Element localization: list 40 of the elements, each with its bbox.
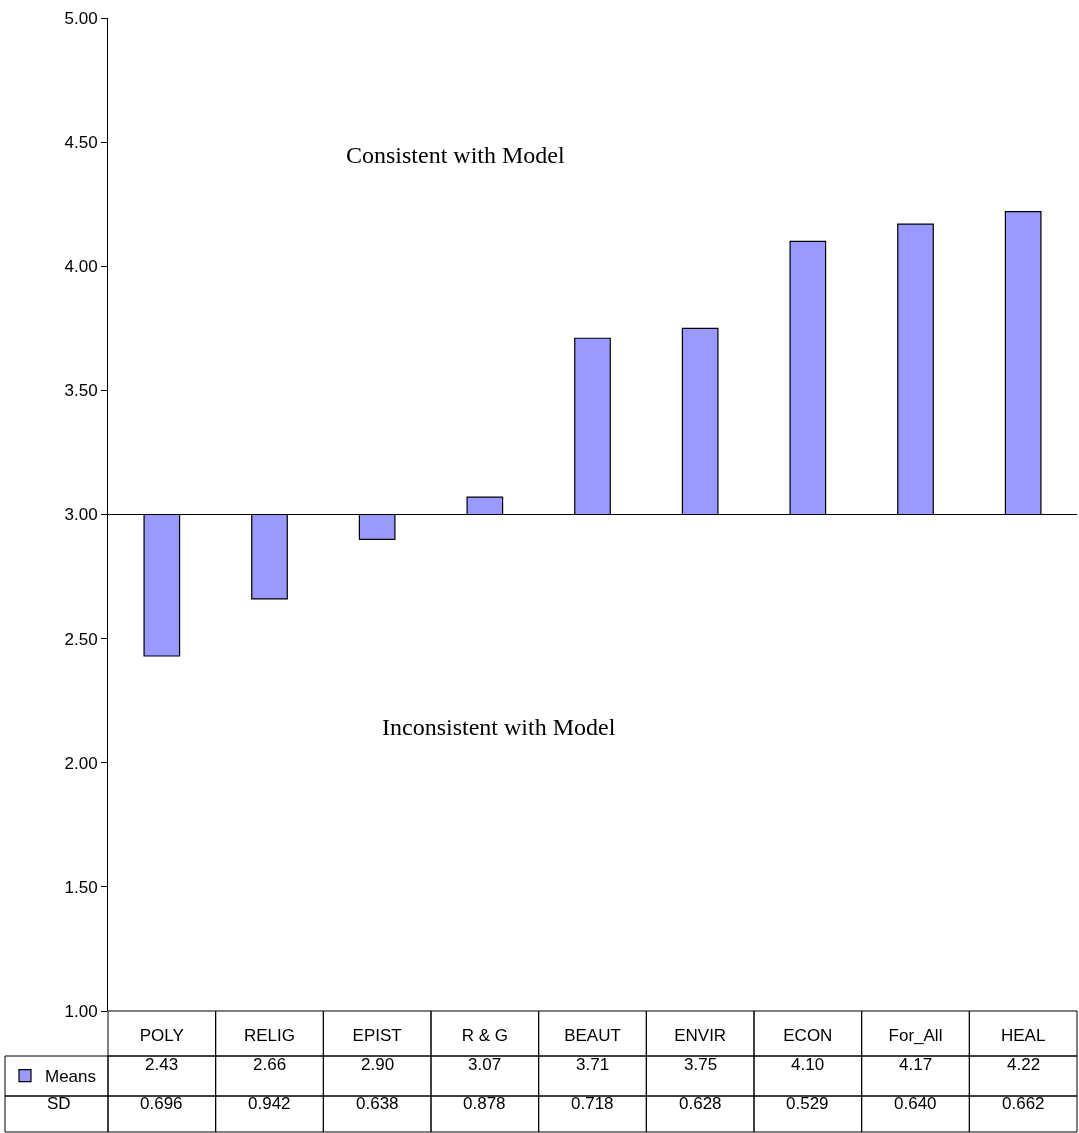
annotation: Consistent with Model — [346, 142, 565, 168]
x-tick-label: HEAL — [1000, 1026, 1046, 1045]
data-label: 2.43 — [145, 1055, 179, 1074]
data-label: 2.90 — [361, 1055, 395, 1074]
x-tick-label: For_All — [888, 1026, 943, 1045]
y-tick-label: 4.00 — [64, 257, 98, 277]
y-tick-label: 3.50 — [64, 381, 98, 401]
text: 0.638 — [356, 1094, 399, 1113]
y-tick-label: 3.00 — [64, 505, 98, 525]
text: 0.942 — [248, 1094, 291, 1113]
data-label: 4.10 — [791, 1055, 825, 1074]
x-tick-label: BEAUT — [564, 1026, 621, 1045]
text: 0.662 — [1002, 1094, 1045, 1113]
y-tick-label: 1.50 — [64, 877, 98, 897]
x-tick-label: POLY — [139, 1026, 184, 1045]
data-label: 4.17 — [899, 1055, 933, 1074]
data-label: 2.66 — [253, 1055, 287, 1074]
data-label: 3.75 — [684, 1055, 718, 1074]
legend-label: Means — [45, 1067, 97, 1087]
data-label: 3.71 — [576, 1055, 610, 1074]
text: 0.640 — [894, 1094, 937, 1113]
y-tick-label: 4.50 — [64, 133, 98, 153]
data-label: 4.22 — [1007, 1055, 1041, 1074]
y-tick-label: 2.00 — [64, 753, 98, 773]
y-tick-label: 5.00 — [64, 8, 98, 28]
data-label: 3.07 — [468, 1055, 502, 1074]
y-tick-label: 2.50 — [64, 629, 98, 649]
text: SD — [47, 1094, 71, 1113]
x-tick-label: RELIG — [243, 1026, 296, 1045]
x-tick-label: ECON — [783, 1026, 833, 1045]
text: 0.718 — [571, 1094, 614, 1113]
text: 0.529 — [786, 1094, 829, 1113]
x-tick-label: ENVIR — [674, 1026, 727, 1045]
y-tick-label: 1.00 — [64, 1001, 98, 1021]
annotation: Inconsistent with Model — [382, 714, 616, 740]
text: 0.878 — [463, 1094, 506, 1113]
text: 0.696 — [140, 1094, 183, 1113]
x-tick-label: R & G — [461, 1026, 508, 1045]
text: 0.628 — [679, 1094, 722, 1113]
x-tick-label: EPIST — [352, 1026, 402, 1045]
